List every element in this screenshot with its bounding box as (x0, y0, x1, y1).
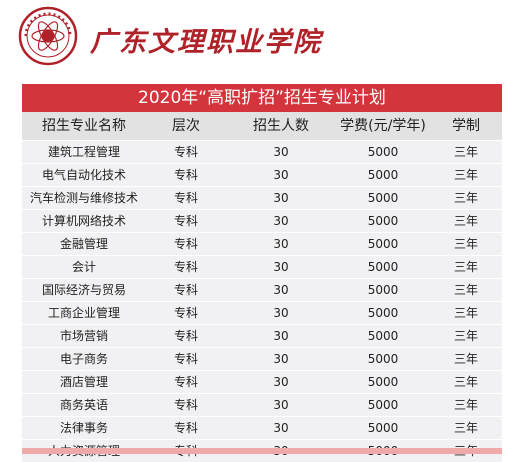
cell-major: 计算机网络技术 (41, 214, 126, 228)
cell-level: 专科 (173, 214, 198, 228)
cell-major: 汽车检测与维修技术 (29, 191, 138, 205)
cell-quota: 30 (273, 168, 289, 182)
cell-duration: 三年 (453, 283, 478, 297)
cell-quota: 30 (273, 283, 289, 297)
cell-level: 专科 (173, 191, 198, 205)
table-row: 酒店管理 专科 30 5000 三年 (22, 371, 502, 394)
cell-quota: 30 (273, 398, 289, 412)
table-row: 电子商务 专科 30 5000 三年 (22, 348, 502, 371)
cell-tuition: 5000 (367, 168, 399, 182)
cell-major: 金融管理 (59, 237, 108, 251)
cell-tuition: 5000 (367, 398, 399, 412)
table-row: 商务英语 专科 30 5000 三年 (22, 394, 502, 417)
table-row: 建筑工程管理 专科 30 5000 三年 (22, 141, 502, 164)
cell-tuition: 5000 (367, 191, 399, 205)
school-seal-logo (18, 6, 78, 66)
cell-major: 电气自动化技术 (41, 168, 126, 182)
cell-duration: 三年 (453, 145, 478, 159)
cell-quota: 30 (273, 329, 289, 343)
table-row: 工商企业管理 专科 30 5000 三年 (22, 302, 502, 325)
cell-duration: 三年 (453, 375, 478, 389)
cell-major: 建筑工程管理 (47, 145, 120, 159)
cell-quota: 30 (273, 375, 289, 389)
cell-quota: 30 (273, 352, 289, 366)
header: 广东文理职业学院 (0, 0, 524, 78)
cell-duration: 三年 (453, 398, 478, 412)
cell-level: 专科 (173, 237, 198, 251)
column-header-tuition: 学费(元/学年) (340, 118, 426, 134)
cell-level: 专科 (173, 260, 198, 274)
table-header-row: 招生专业名称 层次 招生人数 学费(元/学年) 学制 (22, 112, 502, 141)
column-header-duration: 学制 (452, 118, 480, 134)
cell-quota: 30 (273, 214, 289, 228)
cell-level: 专科 (173, 375, 198, 389)
cell-major: 会计 (71, 260, 96, 274)
cell-level: 专科 (173, 283, 198, 297)
cell-quota: 30 (273, 306, 289, 320)
table-row: 电气自动化技术 专科 30 5000 三年 (22, 164, 502, 187)
table-row: 市场营销 专科 30 5000 三年 (22, 325, 502, 348)
cell-major: 国际经济与贸易 (41, 283, 126, 297)
cell-quota: 30 (273, 237, 289, 251)
table-row: 计算机网络技术 专科 30 5000 三年 (22, 210, 502, 233)
table-row: 汽车检测与维修技术 专科 30 5000 三年 (22, 187, 502, 210)
cell-duration: 三年 (453, 191, 478, 205)
cell-major: 市场营销 (59, 329, 108, 343)
cell-tuition: 5000 (367, 283, 399, 297)
cell-tuition: 5000 (367, 237, 399, 251)
cell-quota: 30 (273, 260, 289, 274)
cell-level: 专科 (173, 398, 198, 412)
column-header-level: 层次 (172, 118, 200, 134)
cell-tuition: 5000 (367, 306, 399, 320)
cell-level: 专科 (173, 352, 198, 366)
cell-tuition: 5000 (367, 375, 399, 389)
cell-duration: 三年 (453, 352, 478, 366)
cell-duration: 三年 (453, 421, 478, 435)
table-row: 会计 专科 30 5000 三年 (22, 256, 502, 279)
bottom-divider (22, 448, 502, 454)
cell-tuition: 5000 (367, 352, 399, 366)
column-header-major: 招生专业名称 (42, 118, 126, 134)
table-row: 金融管理 专科 30 5000 三年 (22, 233, 502, 256)
cell-quota: 30 (273, 145, 289, 159)
cell-major: 法律事务 (59, 421, 108, 435)
enrollment-table: 招生专业名称 层次 招生人数 学费(元/学年) 学制 建筑工程管理 专科 30 … (22, 112, 502, 462)
cell-level: 专科 (173, 306, 198, 320)
cell-major: 电子商务 (59, 352, 108, 366)
cell-tuition: 5000 (367, 329, 399, 343)
cell-tuition: 5000 (367, 145, 399, 159)
table-row: 国际经济与贸易 专科 30 5000 三年 (22, 279, 502, 302)
cell-major: 酒店管理 (59, 375, 108, 389)
cell-duration: 三年 (453, 329, 478, 343)
cell-major: 工商企业管理 (47, 306, 120, 320)
cell-tuition: 5000 (367, 260, 399, 274)
cell-level: 专科 (173, 329, 198, 343)
cell-duration: 三年 (453, 168, 478, 182)
cell-quota: 30 (273, 191, 289, 205)
cell-duration: 三年 (453, 260, 478, 274)
cell-level: 专科 (173, 421, 198, 435)
table-title: 2020年“高职扩招”招生专业计划 (22, 84, 502, 112)
cell-quota: 30 (273, 421, 289, 435)
cell-duration: 三年 (453, 237, 478, 251)
cell-major: 商务英语 (59, 398, 108, 412)
column-header-quota: 招生人数 (253, 118, 309, 134)
cell-level: 专科 (173, 168, 198, 182)
table-row: 法律事务 专科 30 5000 三年 (22, 417, 502, 440)
cell-tuition: 5000 (367, 421, 399, 435)
cell-duration: 三年 (453, 214, 478, 228)
cell-duration: 三年 (453, 306, 478, 320)
cell-level: 专科 (173, 145, 198, 159)
cell-tuition: 5000 (367, 214, 399, 228)
school-name: 广东文理职业学院 (90, 27, 322, 58)
